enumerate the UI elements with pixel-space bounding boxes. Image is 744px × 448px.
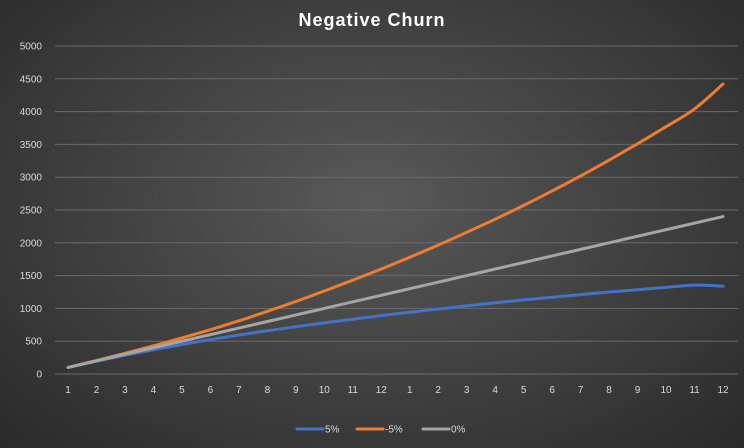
x-tick-label: 5 [521, 385, 527, 396]
x-tick-label: 4 [492, 385, 498, 396]
series-line-1 [66, 82, 725, 369]
x-tick-label: 1 [407, 385, 413, 396]
legend-label-1: -5% [385, 425, 403, 436]
y-tick-label: 1500 [20, 271, 43, 282]
y-tick-label: 4500 [20, 74, 43, 85]
x-tick-label: 6 [549, 385, 555, 396]
x-tick-label: 6 [208, 385, 214, 396]
legend-label-0: 5% [325, 425, 340, 436]
x-tick-label: 12 [717, 385, 729, 396]
series-line-2 [66, 215, 725, 369]
x-tick-label: 5 [179, 385, 185, 396]
x-axis-ticks: 1 2 3 4 5 6 7 8 9 10 11 12 1 2 3 4 5 6 7 8 9 10 11 12 [65, 385, 729, 396]
x-tick-label: 3 [122, 385, 128, 396]
x-tick-label: 11 [689, 385, 700, 396]
x-tick-label: 2 [94, 385, 100, 396]
y-tick-label: 500 [25, 337, 42, 348]
series-lines [66, 82, 725, 369]
x-tick-label: 10 [319, 385, 331, 396]
x-tick-label: 7 [236, 385, 242, 396]
y-tick-label: 5000 [20, 42, 43, 53]
x-tick-label: 4 [151, 385, 157, 396]
x-tick-label: 9 [635, 385, 641, 396]
x-tick-label: 10 [660, 385, 672, 396]
gridlines [55, 45, 738, 375]
y-tick-label: 0 [36, 370, 42, 381]
x-tick-label: 12 [376, 385, 388, 396]
series-line-0 [66, 283, 725, 369]
y-tick-label: 3000 [20, 173, 43, 184]
x-tick-label: 8 [265, 385, 271, 396]
x-tick-label: 1 [65, 385, 71, 396]
legend: 5% -5% 0% [295, 425, 466, 436]
chart-title: Negative Churn [298, 10, 446, 30]
x-tick-label: 8 [606, 385, 612, 396]
y-tick-label: 3500 [20, 140, 43, 151]
y-tick-label: 4000 [20, 107, 43, 118]
y-tick-label: 2500 [20, 206, 43, 217]
x-tick-label: 2 [435, 385, 441, 396]
x-tick-label: 3 [464, 385, 470, 396]
x-tick-label: 11 [348, 385, 359, 396]
y-tick-label: 2000 [20, 238, 43, 249]
y-tick-label: 1000 [20, 304, 43, 315]
y-axis-ticks: 0 500 1000 1500 2000 2500 3000 3500 4000 4500 5000 [20, 42, 43, 381]
x-tick-label: 9 [293, 385, 299, 396]
legend-label-2: 0% [451, 425, 466, 436]
x-tick-label: 7 [578, 385, 584, 396]
